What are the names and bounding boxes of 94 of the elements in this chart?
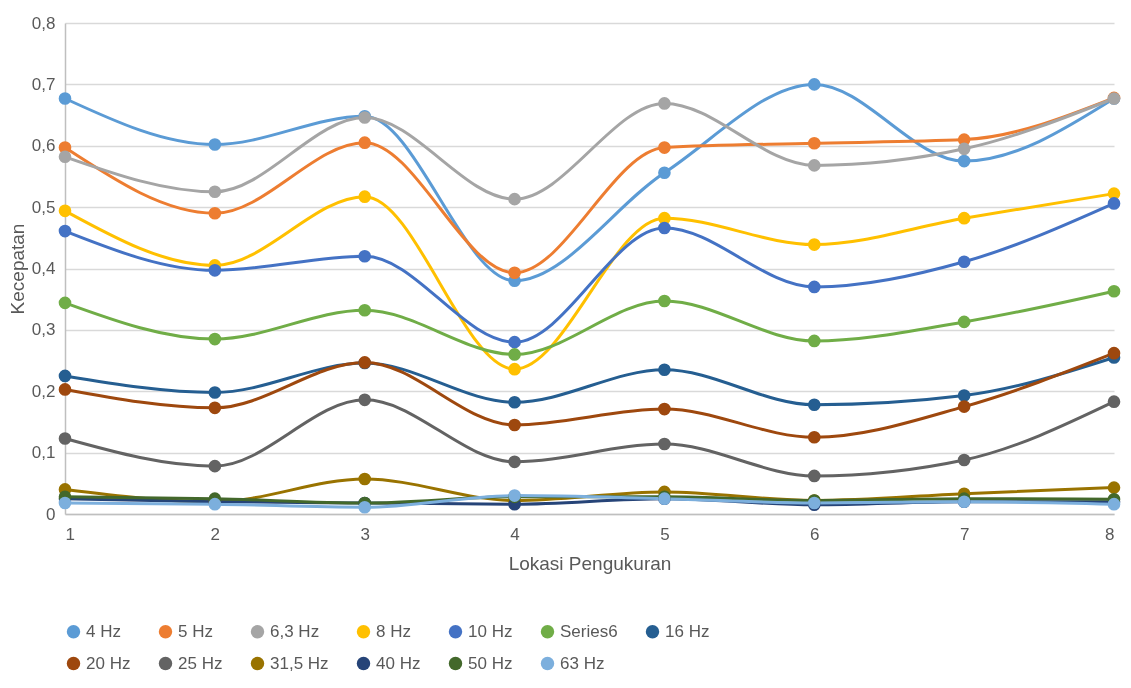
x-tick-label: 4 (510, 524, 520, 544)
point (508, 395, 521, 409)
point (807, 430, 821, 444)
point (1107, 395, 1121, 408)
legend-label: 63 Hz (560, 653, 605, 673)
point (208, 138, 222, 151)
point (957, 389, 971, 402)
x-tick-label: 7 (959, 524, 970, 544)
x-tick-label: 8 (1105, 524, 1115, 544)
x-tick-label: 6 (810, 524, 820, 544)
point (508, 192, 521, 206)
x-tick-label: 5 (660, 524, 670, 544)
point (58, 432, 72, 445)
y-tick-label: 0,2 (31, 381, 56, 401)
legend-label: 25 Hz (178, 653, 223, 673)
y-tick-label: 0 (46, 504, 56, 524)
point (807, 280, 821, 294)
y-tick-label: 0,8 (31, 13, 56, 33)
point (1107, 481, 1121, 494)
point (658, 402, 671, 416)
point (658, 437, 671, 451)
y-axis-title: Kecepatan (6, 223, 28, 315)
point (658, 166, 671, 180)
legend-label: 8 Hz (376, 621, 411, 641)
y-tick-label: 0,5 (31, 197, 56, 217)
point (807, 159, 821, 172)
legend-label: 4 Hz (86, 621, 121, 641)
point (58, 204, 72, 218)
point (957, 142, 971, 156)
y-tick-label: 0,4 (31, 259, 56, 278)
point (508, 418, 521, 432)
point (658, 363, 671, 377)
point (358, 136, 372, 149)
legend-label: 10 Hz (468, 621, 513, 641)
point (58, 150, 72, 164)
legend-label: 20 Hz (86, 653, 131, 673)
x-tick-label: 1 (65, 524, 75, 544)
point (957, 400, 971, 413)
point (957, 315, 971, 329)
point (1107, 346, 1121, 360)
point (358, 249, 372, 263)
point (508, 335, 521, 349)
legend-label: 31,5 Hz (270, 653, 329, 673)
point (658, 141, 671, 154)
point (58, 369, 72, 383)
point (358, 190, 372, 203)
point (957, 211, 971, 225)
legend-label: 50 Hz (468, 653, 513, 673)
point (1107, 284, 1121, 298)
y-tick-label: 0,6 (31, 136, 56, 156)
point (58, 224, 72, 238)
point (358, 303, 372, 317)
point (208, 332, 222, 346)
point (508, 348, 521, 361)
point (208, 206, 222, 220)
point (208, 386, 222, 399)
point (658, 97, 671, 110)
point (807, 136, 821, 150)
point (208, 264, 222, 277)
legend-label: Series6 (560, 621, 618, 641)
point (58, 92, 72, 105)
point (807, 469, 821, 483)
point (658, 294, 671, 308)
x-axis-title: Lokasi Pengukuran (508, 552, 672, 574)
point (807, 238, 821, 251)
point (957, 255, 971, 269)
legend-label: 40 Hz (376, 653, 421, 673)
point (58, 296, 72, 310)
point (358, 500, 372, 514)
point (208, 459, 222, 473)
point (358, 472, 372, 486)
point (508, 455, 521, 469)
point (807, 334, 821, 348)
point (208, 185, 222, 199)
y-tick-label: 0,7 (31, 74, 56, 94)
point (658, 221, 671, 235)
point (508, 362, 521, 376)
point (508, 266, 521, 280)
legend-label: 6,3 Hz (270, 621, 320, 641)
point (957, 154, 971, 168)
point (1107, 197, 1121, 210)
y-tick-label: 0,3 (31, 320, 56, 340)
point (807, 78, 821, 91)
point (807, 398, 821, 412)
point (208, 401, 222, 415)
legend-label: 16 Hz (665, 621, 710, 641)
y-tick-label: 0,1 (31, 443, 56, 463)
point (58, 496, 72, 510)
point (358, 393, 372, 407)
point (957, 453, 971, 467)
legend-label: 5 Hz (178, 621, 213, 641)
x-tick-label: 3 (360, 524, 370, 544)
point (58, 383, 72, 396)
x-tick-label: 2 (210, 524, 221, 544)
